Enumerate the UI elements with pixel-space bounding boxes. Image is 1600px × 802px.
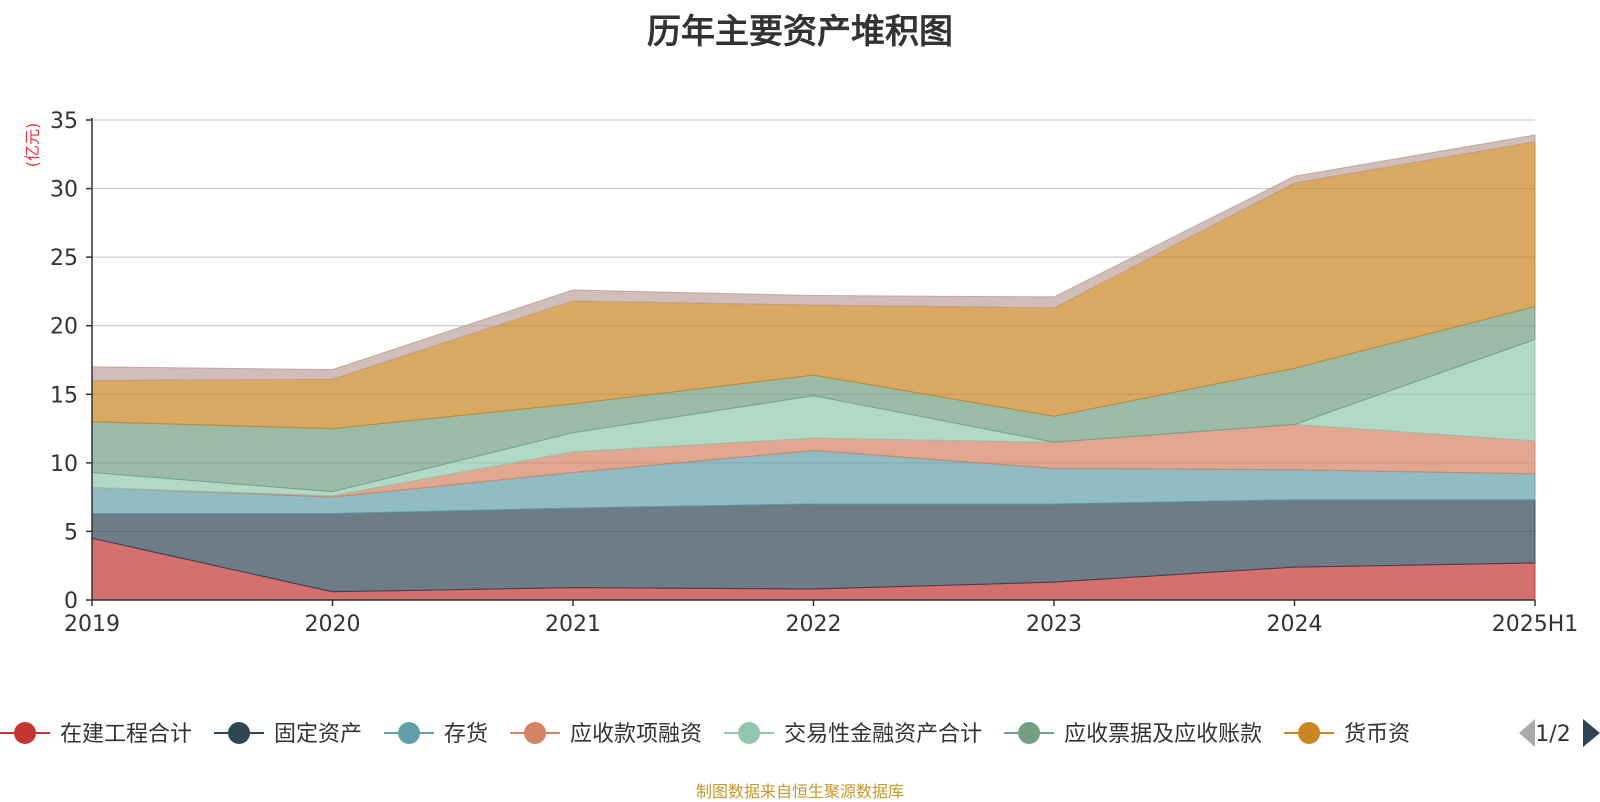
y-axis-unit-label: (亿元)	[23, 123, 42, 168]
x-tick-label: 2021	[545, 612, 601, 637]
area-series-layer	[91, 134, 1536, 601]
triangle-right-icon[interactable]	[1583, 719, 1600, 747]
legend-circle-icon	[228, 722, 251, 744]
x-tick-label: 2020	[305, 612, 361, 637]
legend-item[interactable]: 存货	[384, 722, 488, 747]
y-tick-label: 0	[64, 589, 78, 614]
legend-label: 固定资产	[274, 722, 362, 747]
legend: 在建工程合计 固定资产 存货 应收款项融资 交易性金融资产合计 应收票据及应收账款 货币资 1…	[0, 719, 1600, 747]
x-tick-label: 2022	[786, 612, 842, 637]
legend-label: 应收款项融资	[570, 722, 702, 747]
legend-label: 交易性金融资产合计	[784, 722, 982, 747]
legend-item[interactable]: 固定资产	[214, 722, 362, 747]
legend-circle-icon	[738, 722, 761, 744]
legend-circle-icon	[1018, 722, 1041, 744]
y-tick-label: 30	[50, 178, 78, 203]
y-tick-label: 5	[64, 520, 78, 545]
legend-circle-icon	[1298, 722, 1321, 744]
legend-item[interactable]: 货币资	[1284, 722, 1410, 747]
y-tick-label: 35	[50, 109, 78, 134]
legend-label: 存货	[444, 722, 488, 747]
source-note: 制图数据来自恒生聚源数据库	[695, 782, 904, 801]
legend-circle-icon	[524, 722, 547, 744]
legend-item[interactable]: 交易性金融资产合计	[724, 722, 982, 747]
legend-label: 应收票据及应收账款	[1064, 722, 1262, 747]
x-tick-label: 2023	[1026, 612, 1082, 637]
y-tick-label: 15	[50, 383, 78, 408]
area-series-其他	[91, 134, 1536, 382]
legend-label: 货币资	[1344, 722, 1410, 747]
chart-title: 历年主要资产堆积图	[647, 12, 953, 52]
legend-circle-icon	[398, 722, 421, 744]
x-tick-label: 2025H1	[1492, 612, 1579, 637]
y-tick-label: 20	[50, 315, 78, 340]
x-tick-label: 2024	[1267, 612, 1323, 637]
x-tick-label: 2019	[64, 612, 120, 637]
legend-label: 在建工程合计	[60, 722, 192, 747]
axes: 0 5 10 15 20 25 30 35 2019 2020 2021 2022 2023 2024 20…	[50, 109, 1578, 637]
legend-circle-icon	[14, 722, 36, 744]
y-tick-label: 25	[50, 246, 78, 271]
triangle-left-icon[interactable]	[1519, 719, 1535, 747]
legend-item[interactable]: 应收款项融资	[510, 722, 702, 747]
legend-item[interactable]: 在建工程合计	[0, 722, 192, 747]
y-tick-label: 10	[50, 452, 78, 477]
legend-page-indicator: 1/2	[1535, 722, 1570, 747]
legend-item[interactable]: 应收票据及应收账款	[1004, 722, 1262, 747]
